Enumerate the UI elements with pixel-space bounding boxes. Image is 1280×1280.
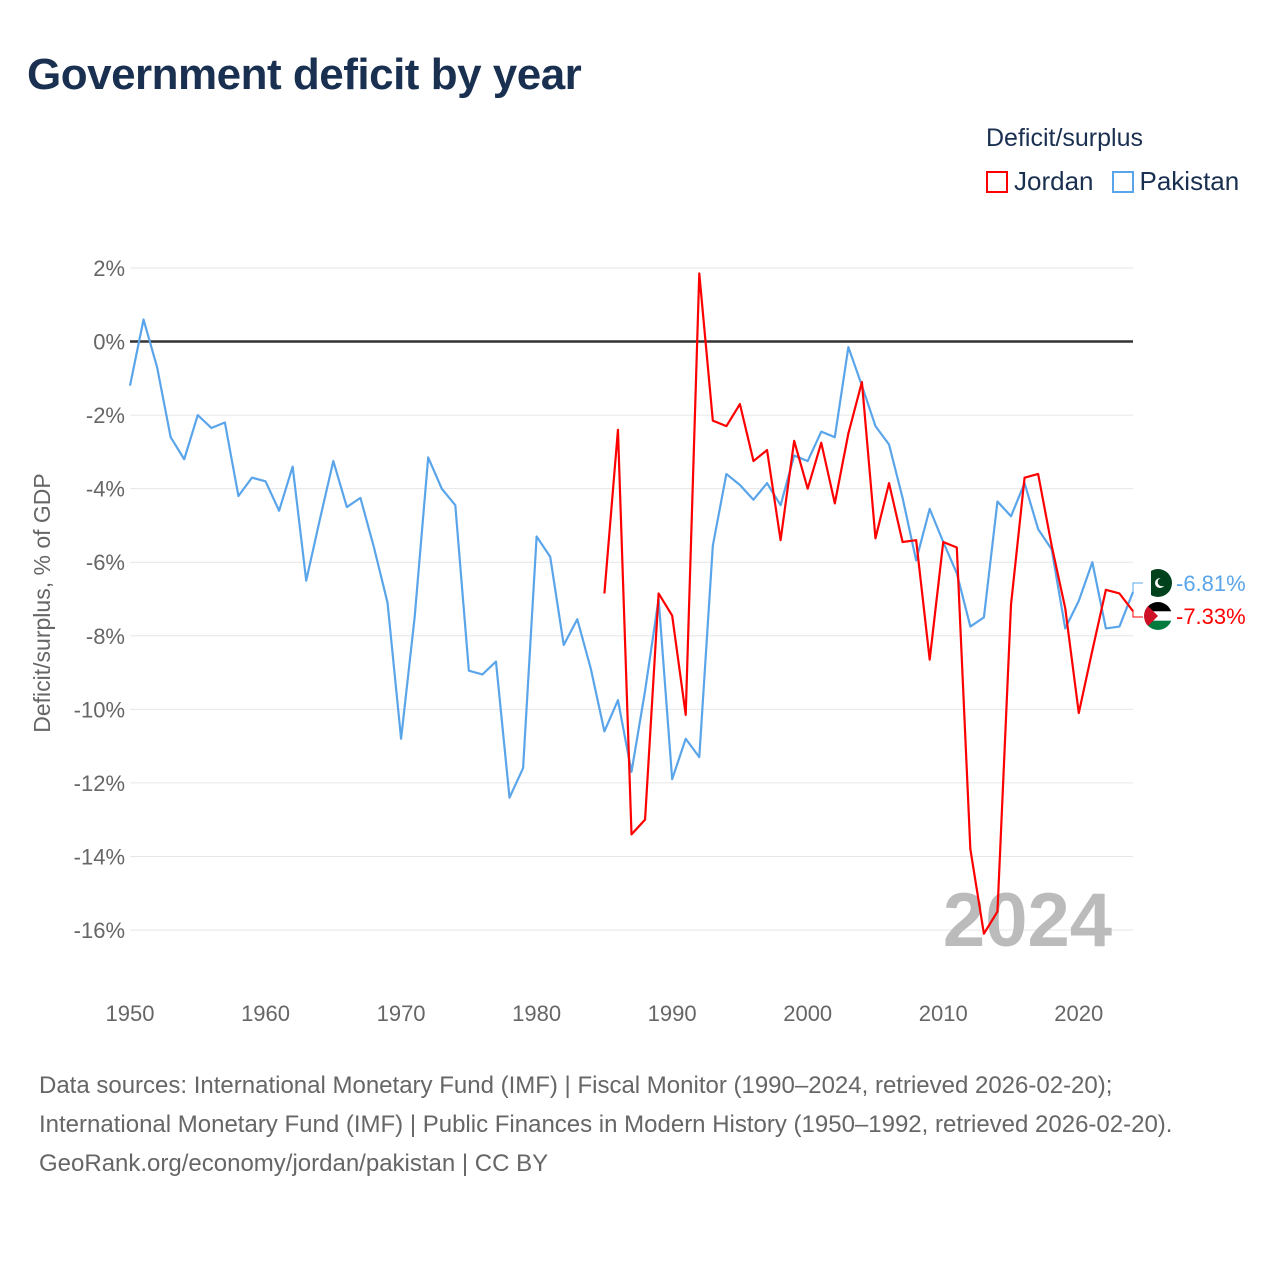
legend: Jordan Pakistan bbox=[986, 166, 1239, 197]
y-tick-label: -14% bbox=[74, 844, 125, 869]
x-tick-label: 1990 bbox=[648, 1001, 697, 1026]
x-tick-label: 2010 bbox=[919, 1001, 968, 1026]
x-tick-label: 1950 bbox=[106, 1001, 155, 1026]
legend-title: Deficit/surplus bbox=[986, 124, 1143, 152]
x-tick-label: 1960 bbox=[241, 1001, 290, 1026]
y-tick-label: -4% bbox=[86, 477, 125, 502]
series-line-jordan bbox=[603, 272, 1134, 935]
label-leader-pakistan bbox=[1132, 582, 1143, 593]
x-tick-label: 1980 bbox=[512, 1001, 561, 1026]
pakistan-flag-icon bbox=[1144, 569, 1172, 597]
label-leader-jordan bbox=[1132, 611, 1143, 618]
y-tick-label: 2% bbox=[93, 256, 125, 281]
footer: Data sources: International Monetary Fun… bbox=[39, 1066, 1239, 1183]
y-tick-label: -10% bbox=[74, 697, 125, 722]
y-tick-label: -16% bbox=[74, 918, 125, 943]
legend-swatch-jordan bbox=[986, 170, 1008, 193]
y-tick-label: -2% bbox=[86, 403, 125, 428]
x-tick-label: 2020 bbox=[1054, 1001, 1103, 1026]
legend-label-jordan: Jordan bbox=[1014, 166, 1094, 196]
legend-swatch-pakistan bbox=[1111, 170, 1134, 193]
end-label-jordan: -7.33% bbox=[1176, 604, 1246, 629]
chart-title: Government deficit by year bbox=[27, 50, 582, 99]
legend-item-jordan[interactable]: Jordan bbox=[986, 166, 1094, 197]
end-label-pakistan: -6.81% bbox=[1176, 571, 1246, 596]
y-tick-label: -12% bbox=[74, 771, 125, 796]
x-tick-label: 1970 bbox=[377, 1001, 426, 1026]
jordan-flag-icon bbox=[1144, 602, 1172, 630]
legend-item-pakistan[interactable]: Pakistan bbox=[1111, 166, 1240, 197]
credit-link[interactable]: GeoRank.org/economy/jordan/pakistan | CC… bbox=[39, 1150, 549, 1177]
y-axis-label: Deficit/surplus, % of GDP bbox=[29, 473, 55, 732]
line-chart: 2% 0% -2% -4% -6% -8% -10% -12% -14% -16% 1950 1960… bbox=[29, 256, 1246, 1026]
legend-label-pakistan: Pakistan bbox=[1139, 166, 1240, 196]
series-line-pakistan bbox=[128, 318, 1135, 799]
data-sources: Data sources: International Monetary Fun… bbox=[39, 1072, 1173, 1138]
y-tick-label: -6% bbox=[86, 550, 125, 575]
year-watermark: 2024 bbox=[943, 878, 1112, 963]
y-tick-label: 0% bbox=[93, 330, 125, 355]
y-tick-label: -8% bbox=[86, 624, 125, 649]
x-tick-label: 2000 bbox=[783, 1001, 832, 1026]
